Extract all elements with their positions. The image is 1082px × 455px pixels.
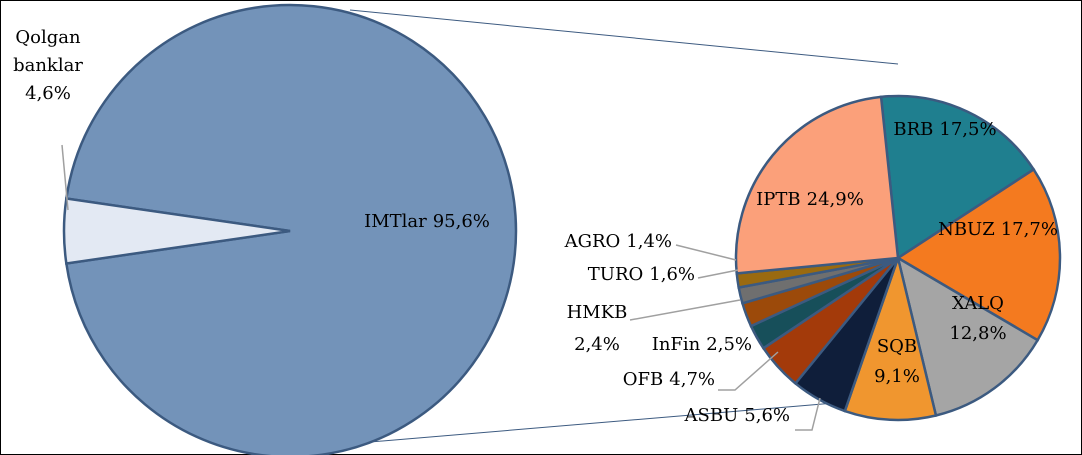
- data-label: AGRO 1,4%: [564, 231, 672, 252]
- value-label: 5,6%: [744, 405, 790, 426]
- category-name: OFB: [623, 369, 663, 390]
- leader-line: [795, 397, 821, 431]
- data-label: 12,8%: [949, 323, 1006, 344]
- category-name: AGRO: [564, 231, 621, 252]
- data-label: IMTlar 95,6%: [364, 211, 490, 232]
- category-name: IPTB: [756, 189, 800, 210]
- label-box: Qolgan banklar 4,6%: [8, 24, 88, 108]
- category-name: ASBU: [684, 405, 739, 426]
- data-label: 9,1%: [874, 366, 920, 387]
- leader-line: [61, 144, 69, 211]
- pie-slice: [895, 167, 1062, 342]
- leader-line: [629, 299, 741, 321]
- data-label: ASBU 5,6%: [684, 405, 790, 426]
- category-name: HMKB: [567, 302, 628, 323]
- value-label: 2,5%: [706, 334, 752, 355]
- value-label: 2,4%: [574, 334, 620, 355]
- data-label: OFB 4,7%: [623, 369, 715, 390]
- connector: [349, 9, 899, 65]
- category-name: InFin: [652, 334, 701, 355]
- pie-slice: [64, 3, 518, 455]
- value-label: 24,9%: [807, 189, 864, 210]
- category-name: Qolgan banklar: [13, 27, 83, 76]
- data-label: InFin 2,5%: [652, 334, 752, 355]
- category-name: TURO: [588, 264, 644, 285]
- category-name: BRB: [893, 119, 933, 140]
- data-label: SQB: [877, 336, 917, 357]
- value-label: 1,6%: [649, 264, 695, 285]
- value-label: 95,6%: [433, 211, 490, 232]
- category-name: IMTlar: [364, 211, 427, 232]
- value-label: 1,4%: [626, 231, 672, 252]
- category-name: SQB: [877, 336, 917, 357]
- value-label: 4,6%: [25, 83, 71, 104]
- leader-line: [718, 351, 779, 391]
- data-label: IPTB 24,9%: [756, 189, 864, 210]
- value-label: 17,7%: [1001, 219, 1058, 240]
- leader-line: [697, 269, 739, 279]
- value-label: 4,7%: [669, 369, 715, 390]
- pie-slice: [843, 253, 938, 422]
- data-label: XALQ: [952, 293, 1004, 314]
- leader-line: [675, 244, 737, 261]
- value-label: 9,1%: [874, 366, 920, 387]
- connector: [369, 399, 871, 443]
- data-label: HMKB: [567, 302, 628, 323]
- value-label: 12,8%: [949, 323, 1006, 344]
- data-label: Qolgan banklar 4,6%: [8, 24, 88, 108]
- value-label: 17,5%: [939, 119, 996, 140]
- pie-slice: [734, 95, 900, 275]
- category-name: XALQ: [952, 293, 1004, 314]
- pie-slice: [879, 94, 1036, 261]
- data-label: 2,4%: [574, 334, 620, 355]
- data-label: BRB 17,5%: [893, 119, 996, 140]
- data-label: NBUZ 17,7%: [938, 219, 1058, 240]
- category-name: NBUZ: [938, 219, 995, 240]
- pie-slice: [896, 255, 1040, 418]
- data-label: TURO 1,6%: [588, 264, 695, 285]
